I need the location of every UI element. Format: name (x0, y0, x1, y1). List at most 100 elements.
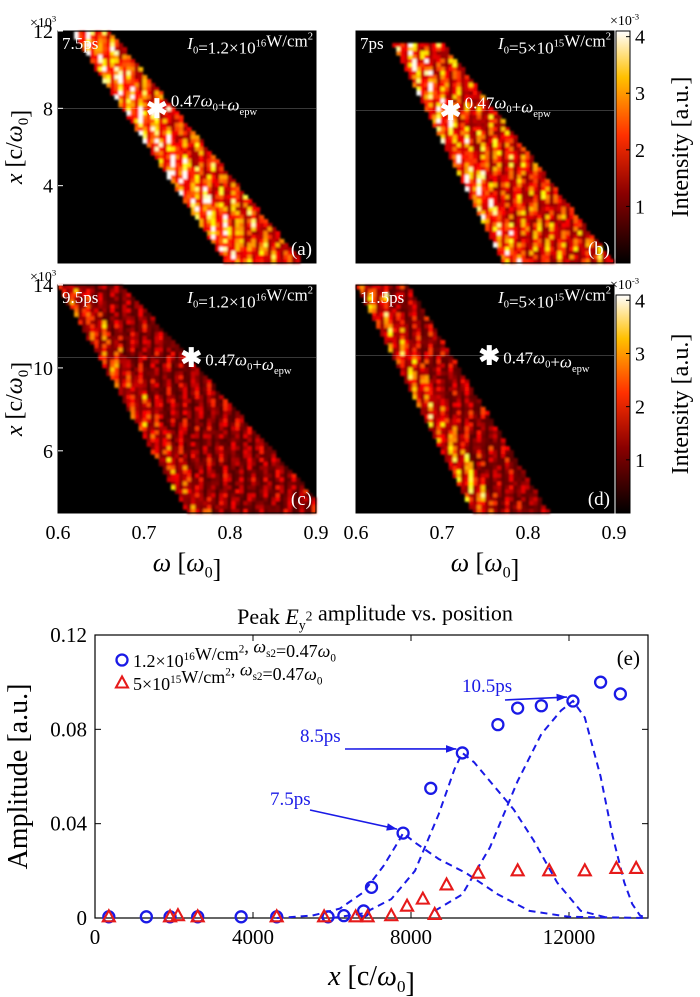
heatmap-cell (464, 135, 470, 140)
heatmap-cell (207, 410, 212, 416)
heatmap-cell (227, 501, 232, 506)
heatmap-cell (448, 442, 454, 447)
heatmap-cell (472, 438, 478, 443)
heatmap-cell (468, 183, 474, 188)
heatmap-cell (565, 223, 571, 228)
heatmap-cell (533, 223, 539, 228)
heatmap-cell (191, 477, 196, 483)
heatmap-cell (203, 175, 208, 180)
heatmap-cell (162, 143, 168, 148)
heatmap-cell (485, 179, 490, 184)
heatmap-cell (565, 235, 571, 240)
heatmap-cell (444, 67, 450, 72)
heatmap-cell (424, 324, 430, 329)
heatmap-cell (239, 454, 245, 459)
heatmap-cell (476, 99, 482, 104)
heatmap-cell (150, 131, 156, 136)
heatmap-cell (480, 450, 486, 455)
heatmap-cell (170, 163, 176, 168)
heatmap-cell (211, 155, 216, 160)
heatmap-cell (279, 255, 285, 260)
heatmap-cell (203, 402, 208, 408)
heatmap-cell (239, 247, 245, 252)
heatmap-cell (593, 247, 599, 252)
heatmap-cell (118, 304, 124, 310)
heatmap-cell (400, 367, 405, 373)
heatmap-cell (412, 304, 418, 310)
heatmap-cell (255, 481, 261, 487)
heatmap-cell (178, 383, 184, 388)
data-point-triangle (162, 908, 178, 923)
heatmap-cell (505, 454, 510, 459)
heatmap-cell (98, 285, 103, 290)
heatmap-cell (138, 87, 144, 92)
heatmap-cell (545, 255, 551, 260)
heatmap-cell (110, 83, 116, 88)
heatmap-cell (501, 465, 506, 471)
heatmap-cell (485, 493, 490, 498)
heatmap-cell (400, 343, 405, 349)
heatmap-cell (195, 457, 200, 463)
heatmap-cell (199, 505, 204, 510)
heatmap-cell (203, 450, 208, 455)
heatmap-cell (174, 391, 180, 396)
heatmap-cell (259, 477, 265, 483)
heatmap-cell (166, 167, 172, 172)
heatmap-cell (420, 75, 426, 80)
heatmap-cell (444, 367, 450, 373)
heatmap-cell (577, 231, 583, 236)
heatmap-cell (295, 255, 301, 260)
heatmap-cell (452, 127, 458, 132)
heatmap-cell (456, 159, 462, 164)
heatmap-cell (130, 367, 136, 373)
heatmap-cell (150, 332, 156, 337)
heatmap-cell (420, 63, 426, 68)
heatmap-cell (142, 399, 148, 404)
heatmap-cell (291, 497, 297, 502)
heatmap-cell (227, 481, 232, 487)
heatmap-cell (497, 211, 502, 216)
heatmap-cell (110, 79, 116, 84)
data-point-triangle (268, 908, 285, 923)
heatmap-cell (239, 501, 245, 506)
heatmap-cell (195, 175, 200, 180)
heatmap-cell (440, 123, 446, 128)
heatmap-cell (126, 328, 132, 333)
heatmap-cell (408, 308, 414, 314)
heatmap-cell (106, 63, 112, 68)
heatmap-cell (384, 304, 389, 310)
heatmap-cell (170, 175, 176, 180)
heatmap-cell (420, 363, 426, 369)
heatmap-cell (122, 332, 128, 337)
heatmap-cell (412, 71, 418, 76)
heatmap-cell (182, 155, 188, 160)
heatmap-cell (130, 304, 136, 310)
heatmap-cell (460, 383, 466, 388)
heatmap-cell (223, 489, 228, 494)
heatmap-cell (464, 107, 470, 112)
heatmap-cell (94, 59, 99, 64)
heatmap-cell (501, 489, 506, 494)
heatmap-cell (122, 340, 128, 345)
heatmap-cell (191, 399, 196, 404)
heatmap-cell (480, 135, 486, 140)
heatmap-cell (154, 391, 160, 396)
heatmap-cell (517, 505, 522, 510)
heatmap-cell (468, 505, 474, 510)
heatmap-cell (505, 203, 510, 208)
heatmap-cell (521, 203, 526, 208)
heatmap-cell (211, 383, 216, 388)
heatmap-cell (199, 211, 204, 216)
heatmap-cell (448, 457, 454, 463)
heatmap-cell (480, 191, 486, 196)
heatmap-cell (259, 255, 265, 260)
panel-label: (c) (291, 489, 312, 510)
heatmap-cell (509, 191, 514, 196)
heatmap-cell (211, 211, 216, 216)
heatmap-cell (420, 91, 426, 96)
heatmap-cell (557, 195, 563, 200)
heatmap-cell (476, 163, 482, 168)
heatmap-cell (485, 131, 490, 136)
heatmap-cell (404, 47, 410, 52)
